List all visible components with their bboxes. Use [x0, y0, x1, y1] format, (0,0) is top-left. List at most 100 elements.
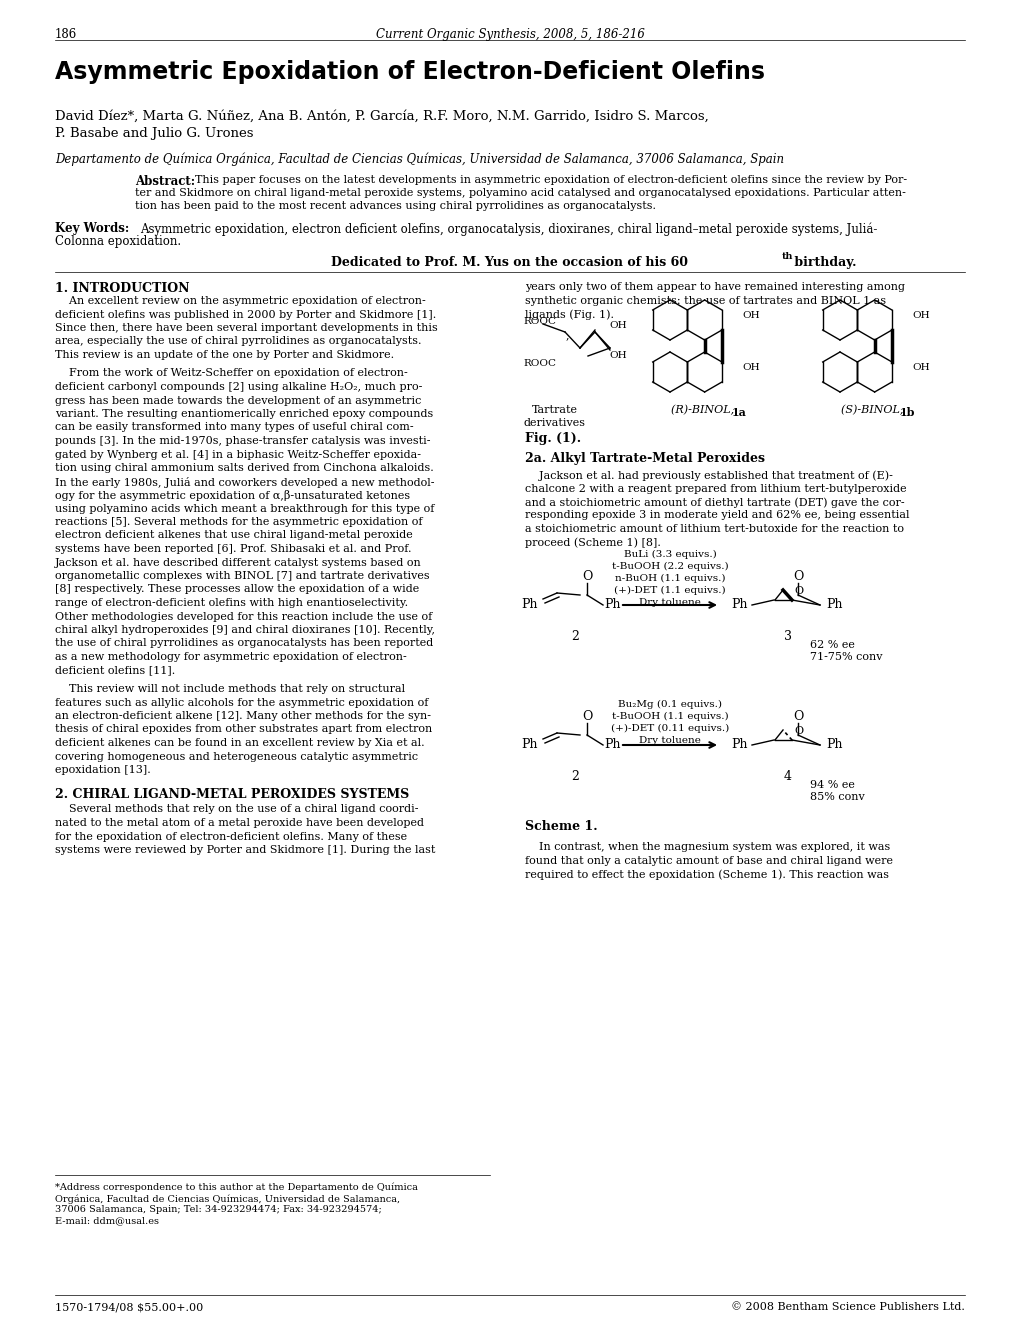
- Text: thesis of chiral epoxides from other substrates apart from electron: thesis of chiral epoxides from other sub…: [55, 725, 432, 734]
- Text: electron deficient alkenes that use chiral ligand-metal peroxide: electron deficient alkenes that use chir…: [55, 531, 413, 540]
- Text: Several methods that rely on the use of a chiral ligand coordi-: Several methods that rely on the use of …: [55, 804, 418, 814]
- Text: 94 % ee: 94 % ee: [809, 780, 854, 789]
- Text: deficient olefins [11].: deficient olefins [11].: [55, 665, 175, 676]
- Text: O: O: [792, 570, 802, 583]
- Text: an electron-deficient alkene [12]. Many other methods for the syn-: an electron-deficient alkene [12]. Many …: [55, 711, 431, 721]
- Text: Other methodologies developed for this reaction include the use of: Other methodologies developed for this r…: [55, 611, 432, 622]
- Text: chalcone 2 with a reagent prepared from lithium tert-butylperoxide: chalcone 2 with a reagent prepared from …: [525, 483, 906, 494]
- Text: O: O: [581, 570, 592, 583]
- Text: reactions [5]. Several methods for the asymmetric epoxidation of: reactions [5]. Several methods for the a…: [55, 517, 422, 527]
- Text: ,: ,: [566, 330, 569, 341]
- Text: This review will not include methods that rely on structural: This review will not include methods tha…: [55, 684, 405, 694]
- Text: (S)-BINOL,: (S)-BINOL,: [841, 405, 906, 416]
- Text: 4: 4: [784, 770, 791, 783]
- Text: Fig. (1).: Fig. (1).: [525, 432, 581, 445]
- Text: area, especially the use of chiral pyrrolidines as organocatalysts.: area, especially the use of chiral pyrro…: [55, 337, 421, 346]
- Text: 71-75% conv: 71-75% conv: [809, 652, 881, 663]
- Text: Orgánica, Facultad de Ciencias Químicas, Universidad de Salamanca,: Orgánica, Facultad de Ciencias Químicas,…: [55, 1195, 399, 1204]
- Text: gress has been made towards the development of an asymmetric: gress has been made towards the developm…: [55, 396, 421, 405]
- Text: Ph: Ph: [731, 598, 748, 611]
- Text: as a new methodology for asymmetric epoxidation of electron-: as a new methodology for asymmetric epox…: [55, 652, 407, 663]
- Text: systems have been reported [6]. Prof. Shibasaki et al. and Prof.: systems have been reported [6]. Prof. Sh…: [55, 544, 411, 554]
- Text: 2. CHIRAL LIGAND-METAL PEROXIDES SYSTEMS: 2. CHIRAL LIGAND-METAL PEROXIDES SYSTEMS: [55, 788, 409, 801]
- Text: 186: 186: [55, 28, 77, 41]
- Text: © 2008 Bentham Science Publishers Ltd.: © 2008 Bentham Science Publishers Ltd.: [731, 1302, 964, 1312]
- Text: and a stoichiometric amount of diethyl tartrate (DET) gave the cor-: and a stoichiometric amount of diethyl t…: [525, 498, 904, 508]
- Text: found that only a catalytic amount of base and chiral ligand were: found that only a catalytic amount of ba…: [525, 855, 892, 866]
- Text: 1. INTRODUCTION: 1. INTRODUCTION: [55, 282, 190, 294]
- Text: t-BuOOH (2.2 equivs.): t-BuOOH (2.2 equivs.): [611, 562, 728, 572]
- Text: OH: OH: [911, 363, 929, 372]
- Text: 1b: 1b: [899, 407, 915, 418]
- Text: chiral alkyl hydroperoxides [9] and chiral dioxiranes [10]. Recently,: chiral alkyl hydroperoxides [9] and chir…: [55, 624, 434, 635]
- Text: Scheme 1.: Scheme 1.: [525, 820, 597, 833]
- Text: derivatives: derivatives: [524, 418, 586, 428]
- Text: n-BuOH (1.1 equivs.): n-BuOH (1.1 equivs.): [614, 574, 725, 583]
- Text: Since then, there have been several important developments in this: Since then, there have been several impo…: [55, 323, 437, 333]
- Text: Colonna epoxidation.: Colonna epoxidation.: [55, 235, 181, 248]
- Text: ROOC: ROOC: [523, 318, 555, 326]
- Text: OH: OH: [742, 363, 759, 372]
- Text: Dry toluene: Dry toluene: [639, 598, 700, 607]
- Text: using polyamino acids which meant a breakthrough for this type of: using polyamino acids which meant a brea…: [55, 503, 434, 513]
- Text: (+)-DET (1.1 equivs.): (+)-DET (1.1 equivs.): [613, 586, 726, 595]
- Text: can be easily transformed into many types of useful chiral com-: can be easily transformed into many type…: [55, 422, 414, 433]
- Text: pounds [3]. In the mid-1970s, phase-transfer catalysis was investi-: pounds [3]. In the mid-1970s, phase-tran…: [55, 436, 430, 446]
- Text: the use of chiral pyrrolidines as organocatalysts has been reported: the use of chiral pyrrolidines as organo…: [55, 639, 433, 648]
- Text: deficient alkenes can be found in an excellent review by Xia et al.: deficient alkenes can be found in an exc…: [55, 738, 424, 748]
- Text: th: th: [782, 252, 793, 261]
- Text: ogy for the asymmetric epoxidation of α,β-unsaturated ketones: ogy for the asymmetric epoxidation of α,…: [55, 490, 410, 502]
- Text: In contrast, when the magnesium system was explored, it was: In contrast, when the magnesium system w…: [525, 842, 890, 851]
- Text: *Address correspondence to this author at the Departamento de Química: *Address correspondence to this author a…: [55, 1183, 418, 1192]
- Text: BuLi (3.3 equivs.): BuLi (3.3 equivs.): [623, 550, 715, 560]
- Text: Bu₂Mg (0.1 equivs.): Bu₂Mg (0.1 equivs.): [618, 700, 721, 709]
- Text: Asymmetric epoxidation, electron deficient olefins, organocatalysis, dioxiranes,: Asymmetric epoxidation, electron deficie…: [140, 222, 876, 235]
- Text: deficient carbonyl compounds [2] using alkaline H₂O₂, much pro-: deficient carbonyl compounds [2] using a…: [55, 381, 422, 392]
- Text: 85% conv: 85% conv: [809, 792, 864, 803]
- Text: ROOC: ROOC: [523, 359, 555, 367]
- Text: epoxidation [13].: epoxidation [13].: [55, 766, 151, 775]
- Text: [8] respectively. These processes allow the epoxidation of a wide: [8] respectively. These processes allow …: [55, 585, 419, 594]
- Text: 37006 Salamanca, Spain; Tel: 34-923294474; Fax: 34-923294574;: 37006 Salamanca, Spain; Tel: 34-92329447…: [55, 1205, 381, 1214]
- Text: Ph: Ph: [826, 598, 843, 611]
- Text: deficient olefins was published in 2000 by Porter and Skidmore [1].: deficient olefins was published in 2000 …: [55, 309, 436, 319]
- Text: Asymmetric Epoxidation of Electron-Deficient Olefins: Asymmetric Epoxidation of Electron-Defic…: [55, 59, 764, 84]
- Text: Dry toluene: Dry toluene: [639, 737, 700, 744]
- Text: (R)-BINOL,: (R)-BINOL,: [671, 405, 737, 416]
- Text: 62 % ee: 62 % ee: [809, 640, 854, 649]
- Text: range of electron-deficient olefins with high enantioselectivity.: range of electron-deficient olefins with…: [55, 598, 408, 609]
- Text: birthday.: birthday.: [790, 256, 856, 269]
- Text: Departamento de Química Orgánica, Facultad de Ciencias Químicas, Universidad de : Departamento de Química Orgánica, Facult…: [55, 153, 784, 166]
- Text: t-BuOOH (1.1 equivs.): t-BuOOH (1.1 equivs.): [611, 711, 728, 721]
- Text: Abstract:: Abstract:: [135, 176, 195, 187]
- Text: Ph: Ph: [522, 738, 538, 751]
- Text: Jackson et al. have described different catalyst systems based on: Jackson et al. have described different …: [55, 557, 421, 568]
- Text: ter and Skidmore on chiral ligand-metal peroxide systems, polyamino acid catalys: ter and Skidmore on chiral ligand-metal …: [135, 187, 905, 198]
- Text: Ph: Ph: [604, 598, 621, 611]
- Text: OH: OH: [911, 312, 929, 321]
- Text: From the work of Weitz-Scheffer on epoxidation of electron-: From the work of Weitz-Scheffer on epoxi…: [55, 368, 408, 379]
- Text: systems were reviewed by Porter and Skidmore [1]. During the last: systems were reviewed by Porter and Skid…: [55, 845, 435, 855]
- Text: OH: OH: [742, 312, 759, 321]
- Text: This paper focuses on the latest developments in asymmetric epoxidation of elect: This paper focuses on the latest develop…: [195, 176, 906, 185]
- Text: a stoichiometric amount of lithium tert-butoxide for the reaction to: a stoichiometric amount of lithium tert-…: [525, 524, 903, 535]
- Text: O: O: [581, 710, 592, 723]
- Text: nated to the metal atom of a metal peroxide have been developed: nated to the metal atom of a metal perox…: [55, 818, 424, 828]
- Text: O: O: [793, 726, 802, 737]
- Text: O: O: [793, 586, 802, 597]
- Text: (+)-DET (0.11 equivs.): (+)-DET (0.11 equivs.): [610, 723, 729, 733]
- Text: tion has been paid to the most recent advances using chiral pyrrolidines as orga: tion has been paid to the most recent ad…: [135, 201, 655, 211]
- Text: Tartrate: Tartrate: [532, 405, 578, 414]
- Text: 2: 2: [571, 770, 579, 783]
- Text: covering homogeneous and heterogeneous catalytic asymmetric: covering homogeneous and heterogeneous c…: [55, 751, 418, 762]
- Text: Ph: Ph: [731, 738, 748, 751]
- Text: Ph: Ph: [604, 738, 621, 751]
- Text: Current Organic Synthesis, 2008, 5, 186-216: Current Organic Synthesis, 2008, 5, 186-…: [375, 28, 644, 41]
- Text: required to effect the epoxidation (Scheme 1). This reaction was: required to effect the epoxidation (Sche…: [525, 869, 889, 879]
- Text: OH: OH: [608, 321, 626, 330]
- Text: E-mail: ddm@usal.es: E-mail: ddm@usal.es: [55, 1216, 159, 1225]
- Text: Key Words:: Key Words:: [55, 222, 129, 235]
- Text: 3: 3: [784, 630, 791, 643]
- Text: for the epoxidation of electron-deficient olefins. Many of these: for the epoxidation of electron-deficien…: [55, 832, 407, 842]
- Text: synthetic organic chemists: the use of tartrates and BINOL 1 as: synthetic organic chemists: the use of t…: [525, 296, 886, 305]
